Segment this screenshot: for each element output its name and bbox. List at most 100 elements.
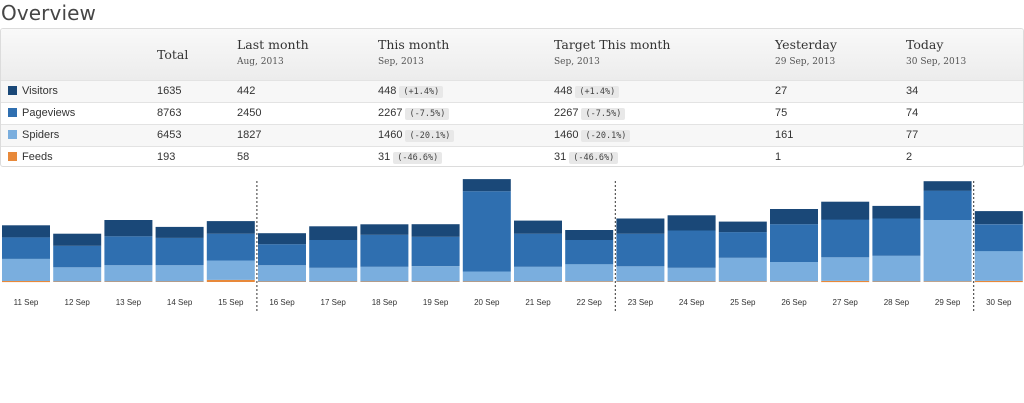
header-title: This month xyxy=(378,37,450,52)
bar-segment-spiders-12-sep xyxy=(53,267,102,282)
cell-yesterday: 75 xyxy=(775,107,788,119)
bar-segment-spiders-25-sep xyxy=(718,257,767,282)
cell-value: 1460 xyxy=(378,128,403,141)
bar-segment-visitors-17-sep xyxy=(309,226,358,240)
bar-segment-spiders-26-sep xyxy=(770,262,818,282)
header-subtitle: 29 Sep, 2013 xyxy=(775,57,836,67)
cell-target: 1460 (-20.1%) xyxy=(554,124,775,146)
change-badge: (+1.4%) xyxy=(575,85,620,98)
x-tick-label: 11 Sep xyxy=(14,298,39,307)
change-badge: (-20.1%) xyxy=(581,129,631,142)
header-subtitle: Sep, 2013 xyxy=(378,57,424,67)
cell-total: 1635 xyxy=(157,85,182,97)
bar-segment-pageviews-25-sep xyxy=(718,232,767,258)
change-badge: (-7.5%) xyxy=(581,107,626,120)
cell-this-month: 1460 (-20.1%) xyxy=(378,124,554,146)
cell-total: 193 xyxy=(157,151,176,164)
bar-segment-visitors-24-sep xyxy=(667,215,716,231)
bar-segment-pageviews-16-sep xyxy=(258,244,306,266)
row-label-text: Pageviews xyxy=(22,107,76,119)
header-title: Total xyxy=(157,46,189,62)
cell-value: 1460 xyxy=(554,128,579,141)
header-total: Total xyxy=(157,29,237,80)
bar-segment-feeds-15-sep xyxy=(206,279,255,282)
bar-segment-feeds-27-sep xyxy=(821,281,870,283)
bar-segment-pageviews-20-sep xyxy=(462,191,511,272)
page-title: Overview xyxy=(1,1,96,25)
cell-this-month: 448 (+1.4%) xyxy=(378,80,554,102)
row-label-text: Spiders xyxy=(22,129,60,141)
header-title: Today xyxy=(906,37,944,52)
row-label: Spiders xyxy=(1,124,157,146)
bar-segment-pageviews-28-sep xyxy=(872,218,921,256)
bar-segment-visitors-29-sep xyxy=(923,181,972,191)
bar-segment-visitors-11-sep xyxy=(2,225,50,238)
bar-segment-pageviews-13-sep xyxy=(104,236,153,266)
bar-segment-visitors-13-sep xyxy=(104,220,153,237)
bar-segment-feeds-14-sep xyxy=(155,281,204,282)
bar-segment-feeds-28-sep xyxy=(872,281,921,282)
cell-yesterday: 27 xyxy=(775,85,788,97)
cell-today: 2 xyxy=(906,151,913,164)
bar-segment-spiders-11-sep xyxy=(2,258,50,281)
bar-segment-pageviews-12-sep xyxy=(53,245,102,268)
bar-segment-visitors-16-sep xyxy=(258,233,306,245)
bar-segment-visitors-19-sep xyxy=(411,224,460,237)
cell-today: 34 xyxy=(906,85,919,97)
header-yesterday: Yesterday 29 Sep, 2013 xyxy=(775,29,906,80)
change-badge: (-20.1%) xyxy=(405,129,455,142)
cell-value: 448 xyxy=(378,84,397,97)
pageviews-legend-swatch xyxy=(8,108,17,117)
header-last-month: Last month Aug, 2013 xyxy=(237,29,378,80)
bar-segment-feeds-26-sep xyxy=(770,281,818,282)
cell-today: 77 xyxy=(906,129,919,141)
bar-segment-spiders-30-sep xyxy=(974,251,1023,281)
feeds-legend-swatch xyxy=(8,152,17,162)
bar-segment-visitors-14-sep xyxy=(155,226,204,238)
bar-segment-spiders-23-sep xyxy=(616,266,665,282)
table-row-visitors: Visitors 1635 442 448 (+1.4%) 448 (+1.4%) … xyxy=(1,80,1023,102)
x-tick-label: 22 Sep xyxy=(577,298,603,307)
bar-segment-pageviews-19-sep xyxy=(411,236,460,267)
header-subtitle: 30 Sep, 2013 xyxy=(906,57,967,67)
bar-segment-pageviews-21-sep xyxy=(514,233,562,267)
x-tick-label: 26 Sep xyxy=(781,298,807,307)
bar-segment-spiders-17-sep xyxy=(309,267,358,282)
bar-segment-spiders-21-sep xyxy=(514,266,562,282)
cell-yesterday: 1 xyxy=(775,151,782,164)
bar-segment-feeds-16-sep xyxy=(258,281,306,282)
daily-stacked-bar-chart: 11 Sep 12 Sep 13 Sep 14 Sep 15 Sep 16 Sep 17 S… xyxy=(0,170,1024,320)
bar-segment-spiders-13-sep xyxy=(104,265,153,282)
bar-segment-spiders-22-sep xyxy=(565,264,614,282)
x-tick-label: 17 Sep xyxy=(321,298,347,307)
bar-segment-feeds-24-sep xyxy=(667,281,716,282)
bar-segment-feeds-19-sep xyxy=(411,281,460,282)
row-label-text: Visitors xyxy=(22,85,58,97)
chart-canvas: 11 Sep 12 Sep 13 Sep 14 Sep 15 Sep 16 Sep 17 S… xyxy=(2,179,1023,312)
table-header-row: Total Last month Aug, 2013 This month Se… xyxy=(1,29,1023,80)
bar-segment-visitors-21-sep xyxy=(514,220,562,234)
header-title: Target This month xyxy=(554,37,671,52)
x-tick-label: 15 Sep xyxy=(218,298,244,307)
bar-segment-spiders-18-sep xyxy=(360,266,409,282)
cell-total: 6453 xyxy=(157,129,182,141)
spiders-legend-swatch xyxy=(8,130,17,139)
bar-segment-pageviews-30-sep xyxy=(974,224,1023,252)
bar-segment-spiders-29-sep xyxy=(923,220,972,282)
x-tick-label: 16 Sep xyxy=(269,298,295,307)
header-label-column xyxy=(1,29,157,80)
bar-segment-visitors-15-sep xyxy=(206,221,255,234)
row-label: Feeds xyxy=(1,146,157,166)
bar-segment-feeds-22-sep xyxy=(565,281,614,282)
change-badge: (-46.6%) xyxy=(569,151,619,164)
bar-segment-pageviews-29-sep xyxy=(923,190,972,220)
bar-segment-pageviews-18-sep xyxy=(360,234,409,267)
header-target-this-month: Target This month Sep, 2013 xyxy=(554,29,775,80)
bar-segment-visitors-12-sep xyxy=(53,233,102,246)
bar-segment-pageviews-11-sep xyxy=(2,237,50,259)
x-tick-label: 25 Sep xyxy=(730,298,756,307)
cell-today: 74 xyxy=(906,107,919,119)
bar-segment-feeds-17-sep xyxy=(309,281,358,282)
bar-segment-spiders-16-sep xyxy=(258,265,306,282)
bar-segment-visitors-26-sep xyxy=(770,209,818,225)
